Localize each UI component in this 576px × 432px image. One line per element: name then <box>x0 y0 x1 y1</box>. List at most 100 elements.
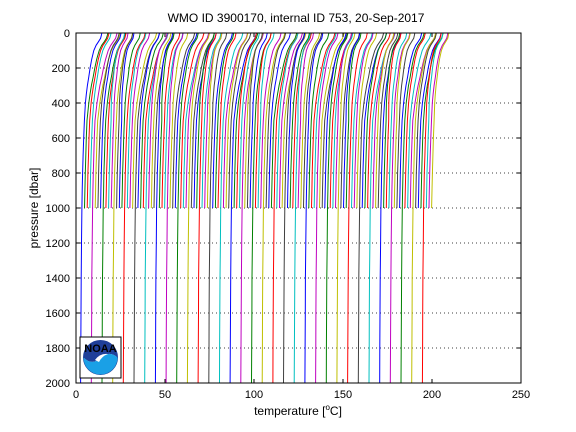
temperature-profile-line <box>303 32 323 209</box>
temperature-profile-line <box>185 32 210 209</box>
noaa-logo-text: NOAA <box>84 343 116 355</box>
tick-labels: 0 50 100 150 200 250 0 200 400 600 800 1000 1200 1400… <box>46 28 531 401</box>
temperature-profile-line <box>246 32 263 209</box>
noaa-logo-sky <box>83 340 118 362</box>
temperature-profile-line <box>108 32 126 209</box>
temperature-profile-line <box>396 32 416 209</box>
temperature-profile-line <box>126 32 147 209</box>
temperature-profile-line <box>283 32 305 384</box>
chart-title: WMO ID 3900170, internal ID 753, 20-Sep-… <box>168 11 425 25</box>
temperature-profile-line <box>110 32 129 209</box>
temperature-profile-line <box>321 32 348 209</box>
temperature-profile-line <box>137 32 160 209</box>
temperature-profile-line <box>212 32 233 209</box>
temperature-profile-line <box>393 32 411 209</box>
y-tick-label: 2000 <box>46 378 70 390</box>
temperature-profile-line <box>94 32 121 209</box>
temperature-profile-line <box>90 32 118 384</box>
temperature-profile-line <box>150 32 172 209</box>
temperature-profile-line <box>425 32 444 209</box>
temperature-profile-line <box>411 32 437 384</box>
temperature-profile-line <box>180 32 205 209</box>
temperature-profile-line <box>217 32 237 209</box>
temperature-profile-line <box>385 32 402 209</box>
temperature-profile-line <box>84 32 109 209</box>
x-tick-label: 200 <box>423 389 441 401</box>
y-tick-label: 0 <box>64 28 70 40</box>
noaa-logo-wave <box>83 353 118 375</box>
temperature-profile-line <box>270 32 298 209</box>
temperature-profile-line <box>214 32 235 209</box>
temperature-profile-line <box>383 32 401 209</box>
temperature-profile-line <box>118 32 135 209</box>
y-axis-label: pressure [dbar] <box>27 168 41 249</box>
temperature-profile-line <box>233 32 259 209</box>
temperature-profile-line <box>229 32 257 384</box>
noaa-logo: NOAA <box>79 336 122 379</box>
x-axis-label-prefix: temperature [ <box>254 404 326 418</box>
temperature-profile-line <box>304 32 324 384</box>
temperature-profile-line <box>325 32 349 384</box>
temperature-profile-line <box>431 32 450 209</box>
temperature-profile-line <box>116 32 134 209</box>
temperature-profile-line <box>225 32 249 209</box>
y-tick-label: 1200 <box>46 238 70 250</box>
temperature-profile-line <box>249 32 268 209</box>
profile-lines <box>80 32 450 384</box>
temperature-profile-line <box>169 32 189 209</box>
temperature-profile-line <box>289 32 310 209</box>
temperature-profile-line <box>257 32 275 209</box>
temperature-profile-line <box>377 32 399 209</box>
temperature-profile-line <box>293 32 311 384</box>
x-tick-label: 250 <box>512 389 530 401</box>
y-tick-label: 1600 <box>46 308 70 320</box>
temperature-profile-line <box>308 32 330 209</box>
temperature-profile-line <box>388 32 408 209</box>
temperature-profile-line <box>276 32 299 209</box>
temperature-profile-line <box>228 32 252 209</box>
temperature-profile-line <box>421 32 442 384</box>
temperature-profile-line <box>219 32 244 384</box>
temperature-profile-line <box>165 32 184 384</box>
temperature-profile-line <box>208 32 228 384</box>
temperature-profile-line <box>161 32 181 209</box>
temperature-profile-line <box>279 32 303 209</box>
temperature-profile-line <box>379 32 402 384</box>
temperature-profile-line <box>86 32 110 209</box>
x-axis-label-suffix: C] <box>330 404 342 418</box>
temperature-profile-line <box>254 32 272 209</box>
x-axis-label-degree: o <box>325 403 330 412</box>
temperature-profile-line <box>196 32 215 209</box>
temperature-profile-line <box>351 32 373 209</box>
temperature-profile-line <box>319 32 345 209</box>
temperature-profile-line <box>121 32 141 209</box>
y-tick-label: 800 <box>52 168 70 180</box>
y-tick-label: 1800 <box>46 343 70 355</box>
x-axis-label: temperature [oC] <box>254 403 342 418</box>
temperature-profile-line <box>132 32 158 209</box>
temperature-profile-line <box>300 32 321 209</box>
axis-ticks <box>75 32 522 384</box>
temperature-profile-line <box>186 32 210 384</box>
temperature-profile-line <box>356 32 378 209</box>
temperature-profile-line <box>158 32 175 209</box>
temperature-profile-line <box>313 32 337 209</box>
temperature-profile-line <box>399 32 423 209</box>
temperature-profile-line <box>332 32 354 209</box>
x-tick-label: 50 <box>159 389 171 401</box>
y-tick-label: 200 <box>52 63 70 75</box>
temperature-profile-line <box>292 32 312 209</box>
temperature-profile-line <box>335 32 352 209</box>
temperature-profile-line <box>287 32 306 209</box>
y-tick-label: 600 <box>52 133 70 145</box>
temperature-profile-line <box>315 32 339 384</box>
temperature-profile-line <box>336 32 356 384</box>
temperature-profile-line <box>389 32 411 384</box>
temperature-profile-line <box>105 32 127 209</box>
temperature-profile-line <box>343 32 361 209</box>
temperature-profile-line <box>97 32 120 209</box>
temperature-profile-line <box>311 32 336 209</box>
temperature-profile-line <box>357 32 385 384</box>
temperature-profile-line <box>415 32 437 209</box>
